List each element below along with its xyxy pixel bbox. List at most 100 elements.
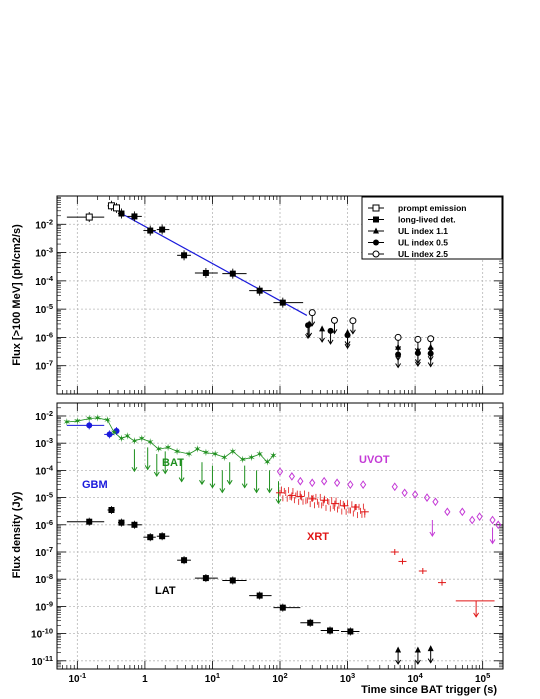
bat-connector [77, 418, 90, 422]
filled-circle-marker [395, 351, 402, 358]
filled-square-marker [181, 557, 188, 564]
x-tick-label: 103 [340, 671, 355, 685]
open-circle-marker [308, 309, 316, 317]
star-marker: ✶ [263, 458, 271, 469]
y-tick-label: 10-3 [35, 436, 53, 450]
upper-limit-arrowhead [153, 471, 160, 477]
upper-limit-arrowhead [144, 465, 151, 471]
star-marker: ✶ [123, 432, 131, 443]
diamond-marker [333, 478, 341, 488]
triangle-marker [319, 325, 326, 332]
star-marker: ✶ [269, 451, 277, 462]
x-tick-label: 10-1 [68, 671, 86, 685]
upper-limit-arrowhead [473, 612, 480, 618]
annotation-bat: BAT [162, 457, 184, 469]
filled-square-marker [229, 270, 236, 277]
upper-limit-arrowhead [395, 346, 402, 352]
open-circle-marker [414, 335, 422, 343]
bat-connector [197, 448, 207, 453]
upper-limit-arrowhead [427, 362, 434, 368]
star-marker: ✶ [220, 453, 228, 464]
y-tick-label: 10-10 [31, 627, 53, 641]
y-tick-label: 10-4 [35, 274, 54, 288]
top-y-axis-label: Flux [>100 MeV] (ph/cm2/s) [11, 224, 23, 366]
upper-limit-arrowhead [414, 659, 421, 665]
filled-square-marker [159, 226, 166, 233]
filled-square-marker [256, 287, 263, 294]
x-tick-label: 1 [142, 674, 148, 685]
y-tick-label: 10-2 [35, 409, 53, 423]
star-marker: ✶ [110, 428, 118, 439]
y-tick-label: 10-9 [35, 599, 53, 613]
filled-square-marker [347, 628, 354, 635]
upper-limit-arrowhead [395, 659, 402, 665]
y-tick-label: 10-4 [35, 463, 54, 477]
y-tick-label: 10-6 [35, 330, 53, 344]
star-marker: ✶ [93, 413, 101, 424]
filled-square-marker [327, 627, 334, 634]
upper-limit-arrowhead [395, 363, 402, 369]
bat-connector [149, 441, 159, 450]
diamond-marker [347, 480, 354, 489]
bat-connector [167, 447, 178, 452]
star-marker: ✶ [63, 418, 71, 429]
upper-limit-arrowhead [199, 479, 205, 486]
legend-label: long-lived det. [398, 215, 456, 225]
filled-square-marker [147, 227, 154, 234]
bat-connector [242, 457, 252, 460]
bat-connector [188, 448, 198, 455]
upper-limit-arrowhead [266, 488, 273, 494]
diamond-marker [495, 520, 502, 530]
diamond-marker [297, 476, 304, 486]
filled-square-marker [202, 269, 209, 276]
top-axis-ticks: 10-7 10-6 10-5 10-4 10-3 10-2 [35, 196, 503, 394]
open-circle-marker [349, 317, 357, 325]
diamond-marker [459, 507, 466, 517]
x-tick-label: 104 [407, 671, 423, 685]
upper-limit-arrowhead [319, 337, 326, 343]
filled-circle-marker [344, 332, 351, 339]
filled-square-marker [108, 506, 115, 513]
diamond-marker [489, 515, 496, 525]
legend-box [361, 196, 503, 260]
y-tick-label: 10-6 [35, 518, 53, 532]
star-marker: ✶ [229, 447, 237, 458]
filled-square-marker [307, 619, 314, 626]
upper-limit-arrowhead [309, 321, 316, 327]
legend-label: prompt emission [398, 203, 466, 213]
upper-limit-arrowhead [209, 483, 216, 489]
filled-circle-marker [373, 239, 379, 246]
diamond-marker [411, 490, 419, 499]
bat-connector [259, 453, 268, 463]
x-tick-label: 105 [475, 671, 490, 685]
star-marker: ✶ [138, 434, 146, 445]
diamond-marker [276, 467, 284, 476]
filled-square-marker [229, 577, 236, 584]
star-marker: ✶ [211, 450, 219, 461]
filled-square-marker [118, 210, 125, 217]
bat-connector [267, 455, 274, 463]
star-marker: ✶ [255, 450, 263, 461]
upper-limit-arrowhead [253, 488, 260, 494]
diamond-marker [360, 480, 367, 489]
bat-connector [251, 453, 260, 458]
diamond-marker [321, 476, 328, 486]
open-circle-marker [427, 335, 435, 343]
upper-limit-arrowhead [131, 466, 138, 473]
bottom-panel: 10-1 1 101 102 103 104 10510-1110-1010-910-810… [11, 402, 504, 696]
open-square-marker [113, 204, 121, 212]
y-tick-label: 10-2 [35, 217, 53, 231]
diamond-marker [309, 478, 316, 488]
triangle-marker [427, 645, 434, 652]
bat-connector [121, 435, 128, 439]
diamond-marker [423, 493, 431, 502]
upper-limit-arrowhead [414, 361, 421, 368]
triangle-marker [395, 646, 402, 653]
filled-square-marker [373, 216, 379, 223]
legend-label: UL index 0.5 [398, 238, 448, 248]
y-tick-label: 10-7 [35, 545, 53, 559]
upper-limit-arrowhead [178, 477, 185, 483]
top-marks [66, 200, 435, 369]
star-marker: ✶ [173, 447, 181, 458]
